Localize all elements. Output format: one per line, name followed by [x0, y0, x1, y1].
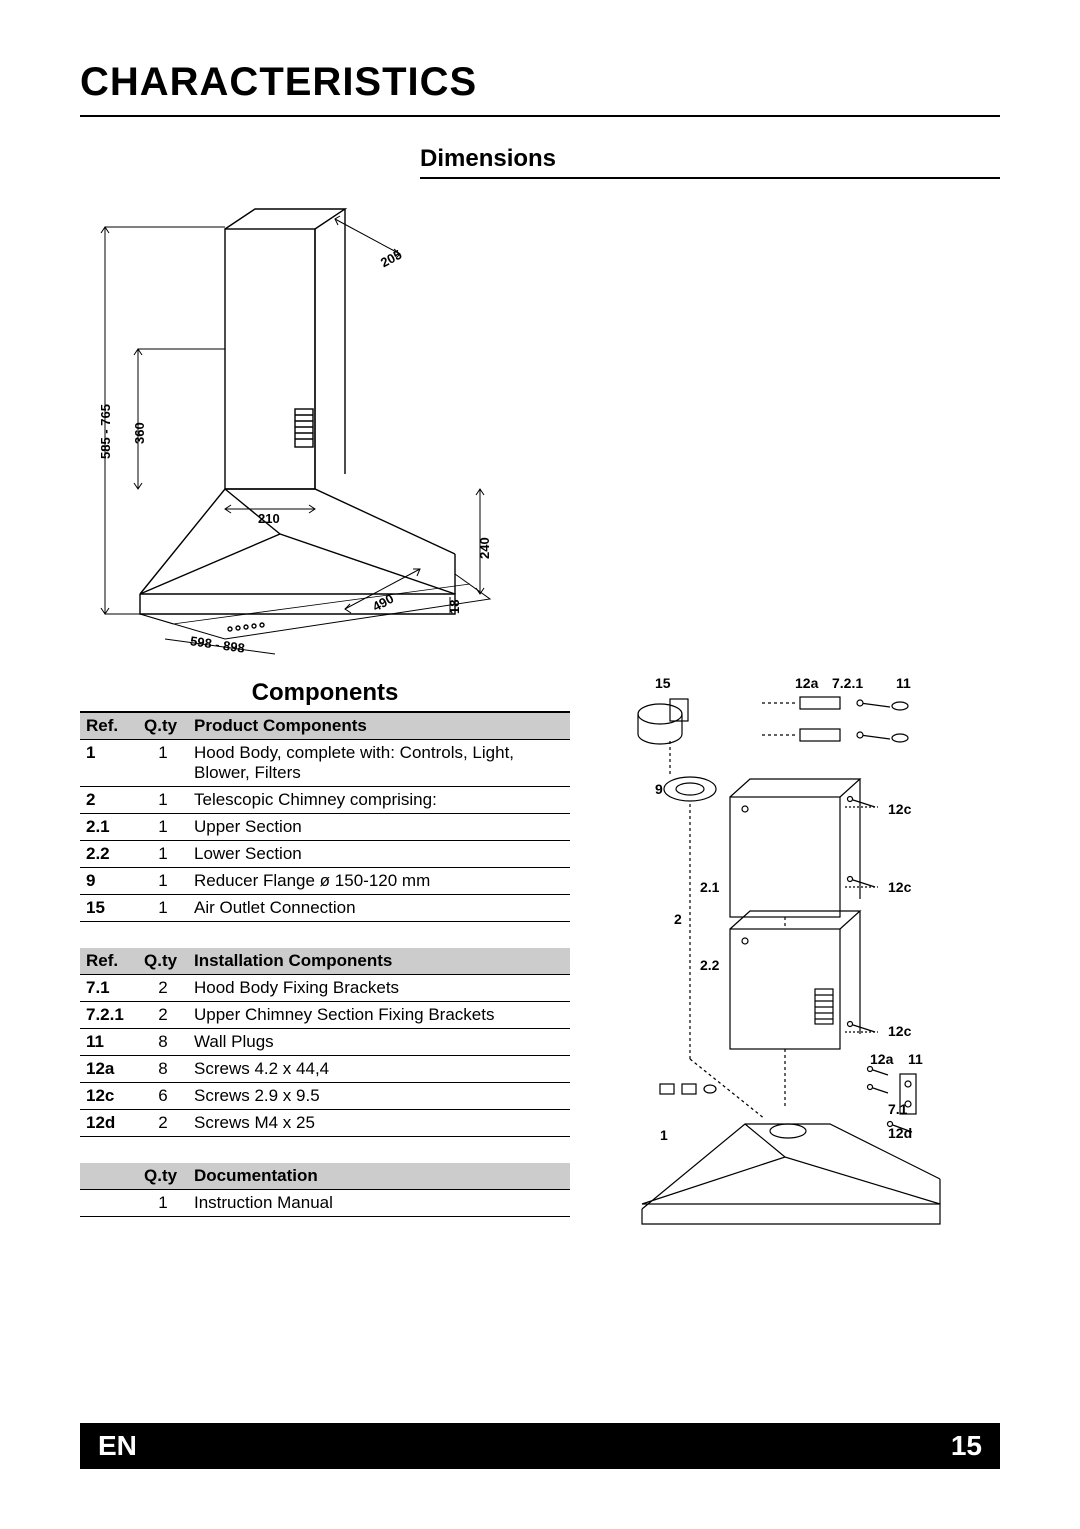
cell-desc: Wall Plugs [188, 1029, 570, 1056]
callout-9: 9 [655, 781, 663, 797]
table-row: 118Wall Plugs [80, 1029, 570, 1056]
cell-ref: 15 [80, 895, 138, 922]
section-heading-dimensions: Dimensions [420, 145, 1000, 179]
callout-12d: 12d [888, 1125, 912, 1141]
cell-ref: 12a [80, 1056, 138, 1083]
callout-721: 7.2.1 [832, 675, 863, 691]
col-desc: Installation Components [188, 948, 570, 975]
cell-qty: 8 [138, 1029, 188, 1056]
cell-ref [80, 1190, 138, 1217]
dim-height-range: 585 - 765 [98, 404, 113, 459]
callout-21: 2.1 [700, 879, 719, 895]
cell-desc: Screws 2.9 x 9.5 [188, 1083, 570, 1110]
table-row: 7.12Hood Body Fixing Brackets [80, 975, 570, 1002]
callout-11-2: 11 [908, 1051, 923, 1067]
col-ref [80, 1163, 138, 1190]
table-row: 91Reducer Flange ø 150-120 mm [80, 868, 570, 895]
col-qty: Q.ty [138, 713, 188, 740]
cell-ref: 12d [80, 1110, 138, 1137]
page-number: 15 [951, 1430, 982, 1462]
callout-12c-3: 12c [888, 1023, 911, 1039]
lang-code: EN [98, 1430, 137, 1462]
table-row: 11Hood Body, complete with: Controls, Li… [80, 740, 570, 787]
callout-12c-2: 12c [888, 879, 911, 895]
cell-ref: 2 [80, 787, 138, 814]
cell-ref: 2.2 [80, 841, 138, 868]
table-row: 21Telescopic Chimney comprising: [80, 787, 570, 814]
cell-desc: Hood Body Fixing Brackets [188, 975, 570, 1002]
cell-desc: Reducer Flange ø 150-120 mm [188, 868, 570, 895]
callout-12a: 12a [795, 675, 818, 691]
section-heading-components: Components [80, 679, 570, 713]
cell-desc: Instruction Manual [188, 1190, 570, 1217]
callout-11: 11 [896, 675, 911, 691]
cell-desc: Upper Chimney Section Fixing Brackets [188, 1002, 570, 1029]
dimensions-diagram: 585 - 765 360 210 598 - 898 240 18 205 4… [80, 199, 500, 659]
cell-ref: 2.1 [80, 814, 138, 841]
exploded-view-diagram: 15 12a 7.2.1 11 9 12c 2.1 12c 2 2.2 12c … [600, 679, 980, 1259]
cell-desc: Telescopic Chimney comprising: [188, 787, 570, 814]
cell-qty: 1 [138, 787, 188, 814]
callout-71: 7.1 [888, 1101, 907, 1117]
documentation-table: Q.ty Documentation 1Instruction Manual [80, 1163, 570, 1217]
cell-qty: 2 [138, 1110, 188, 1137]
table-row: 151Air Outlet Connection [80, 895, 570, 922]
table-row: 12a8Screws 4.2 x 44,4 [80, 1056, 570, 1083]
cell-ref: 7.1 [80, 975, 138, 1002]
callout-1: 1 [660, 1127, 668, 1143]
cell-ref: 9 [80, 868, 138, 895]
cell-ref: 1 [80, 740, 138, 787]
table-row: 7.2.12Upper Chimney Section Fixing Brack… [80, 1002, 570, 1029]
col-qty: Q.ty [138, 1163, 188, 1190]
cell-desc: Upper Section [188, 814, 570, 841]
table-row: 2.21Lower Section [80, 841, 570, 868]
installation-components-table: Ref. Q.ty Installation Components 7.12Ho… [80, 948, 570, 1137]
cell-desc: Screws 4.2 x 44,4 [188, 1056, 570, 1083]
col-qty: Q.ty [138, 948, 188, 975]
col-ref: Ref. [80, 948, 138, 975]
col-desc: Product Components [188, 713, 570, 740]
dim-chimney-width: 210 [258, 511, 280, 526]
cell-qty: 6 [138, 1083, 188, 1110]
cell-qty: 1 [138, 740, 188, 787]
cell-qty: 1 [138, 868, 188, 895]
page-title: CHARACTERISTICS [80, 60, 1000, 117]
col-desc: Documentation [188, 1163, 570, 1190]
table-row: 12c6Screws 2.9 x 9.5 [80, 1083, 570, 1110]
cell-desc: Air Outlet Connection [188, 895, 570, 922]
table-row: 2.11Upper Section [80, 814, 570, 841]
cell-qty: 1 [138, 814, 188, 841]
dim-hood-height: 240 [477, 537, 492, 559]
cell-desc: Hood Body, complete with: Controls, Ligh… [188, 740, 570, 787]
cell-ref: 12c [80, 1083, 138, 1110]
cell-desc: Screws M4 x 25 [188, 1110, 570, 1137]
col-ref: Ref. [80, 713, 138, 740]
table-row: 1Instruction Manual [80, 1190, 570, 1217]
table-row: 12d2Screws M4 x 25 [80, 1110, 570, 1137]
cell-desc: Lower Section [188, 841, 570, 868]
cell-qty: 1 [138, 1190, 188, 1217]
cell-qty: 1 [138, 841, 188, 868]
cell-ref: 11 [80, 1029, 138, 1056]
cell-qty: 2 [138, 975, 188, 1002]
callout-22: 2.2 [700, 957, 719, 973]
cell-qty: 2 [138, 1002, 188, 1029]
callout-12a-2: 12a [870, 1051, 893, 1067]
product-components-table: Ref. Q.ty Product Components 11Hood Body… [80, 713, 570, 922]
callout-12c: 12c [888, 801, 911, 817]
page-footer: EN 15 [80, 1423, 1000, 1469]
callout-15: 15 [655, 675, 671, 691]
cell-ref: 7.2.1 [80, 1002, 138, 1029]
cell-qty: 1 [138, 895, 188, 922]
callout-2: 2 [674, 911, 682, 927]
cell-qty: 8 [138, 1056, 188, 1083]
dim-inner-height: 360 [132, 422, 147, 444]
dim-lip: 18 [447, 600, 462, 614]
